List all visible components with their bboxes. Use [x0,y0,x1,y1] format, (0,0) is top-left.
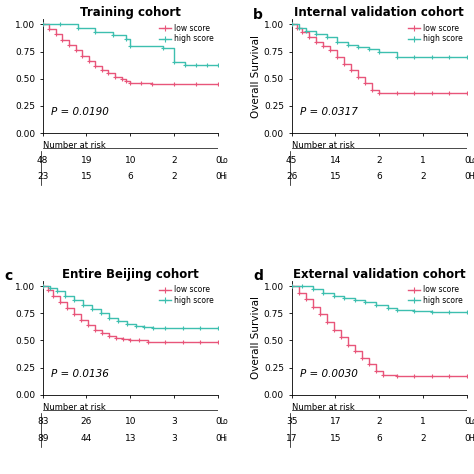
Text: Lo: Lo [220,155,228,164]
Legend: low score, high score: low score, high score [158,284,214,306]
Text: b: b [253,8,263,21]
Text: Number at risk: Number at risk [292,403,355,412]
Title: Internal validation cohort: Internal validation cohort [294,6,464,19]
Legend: low score, high score: low score, high score [407,284,463,306]
Text: Number at risk: Number at risk [43,403,105,412]
Text: Lo: Lo [220,417,228,426]
Text: 44: 44 [81,434,92,443]
Text: 89: 89 [37,434,48,443]
Text: Number at risk: Number at risk [43,141,105,150]
Text: 13: 13 [125,434,136,443]
Text: 15: 15 [81,172,92,181]
Legend: low score, high score: low score, high score [407,23,463,44]
Text: P = 0.0030: P = 0.0030 [301,368,358,379]
Text: 23: 23 [37,172,48,181]
Text: Hi: Hi [220,434,228,443]
Text: 10: 10 [125,155,136,164]
Text: Lo: Lo [469,417,474,426]
Text: 2: 2 [376,417,382,426]
Text: Hi: Hi [220,172,228,181]
Text: 17: 17 [329,417,341,426]
Text: 0: 0 [464,172,470,181]
Text: Number at risk: Number at risk [292,141,355,150]
Text: 83: 83 [37,417,48,426]
Text: 14: 14 [330,155,341,164]
Text: 0: 0 [464,155,470,164]
Text: 0: 0 [464,434,470,443]
Text: 26: 26 [81,417,92,426]
Text: 48: 48 [37,155,48,164]
Text: 2: 2 [171,172,177,181]
Title: Training cohort: Training cohort [80,6,181,19]
Text: Hi: Hi [469,172,474,181]
Text: 0: 0 [215,172,221,181]
Text: 1: 1 [420,155,426,164]
Text: d: d [253,269,263,283]
Text: P = 0.0190: P = 0.0190 [51,107,109,117]
Text: 0: 0 [464,417,470,426]
Text: 3: 3 [171,434,177,443]
Text: 6: 6 [376,172,382,181]
Text: Hi: Hi [469,434,474,443]
Y-axis label: Overall Survival: Overall Survival [251,296,261,379]
Legend: low score, high score: low score, high score [158,23,214,44]
Y-axis label: Overall Survival: Overall Survival [251,35,261,118]
Text: c: c [4,269,12,283]
Title: Entire Beijing cohort: Entire Beijing cohort [62,268,199,281]
Text: 26: 26 [286,172,297,181]
Text: P = 0.0136: P = 0.0136 [51,368,109,379]
Text: 6: 6 [128,172,133,181]
Text: Lo: Lo [469,155,474,164]
Text: 15: 15 [329,172,341,181]
Text: 35: 35 [286,417,297,426]
Text: 1: 1 [420,417,426,426]
Text: 2: 2 [420,434,426,443]
Text: P = 0.0317: P = 0.0317 [301,107,358,117]
Text: 2: 2 [171,155,177,164]
Text: 0: 0 [215,417,221,426]
Text: 45: 45 [286,155,297,164]
Text: 0: 0 [215,434,221,443]
Text: 10: 10 [125,417,136,426]
Text: 6: 6 [376,434,382,443]
Text: 3: 3 [171,417,177,426]
Text: 0: 0 [215,155,221,164]
Text: 19: 19 [81,155,92,164]
Text: 15: 15 [329,434,341,443]
Text: 2: 2 [420,172,426,181]
Text: 2: 2 [376,155,382,164]
Title: External validation cohort: External validation cohort [293,268,465,281]
Text: 17: 17 [286,434,297,443]
